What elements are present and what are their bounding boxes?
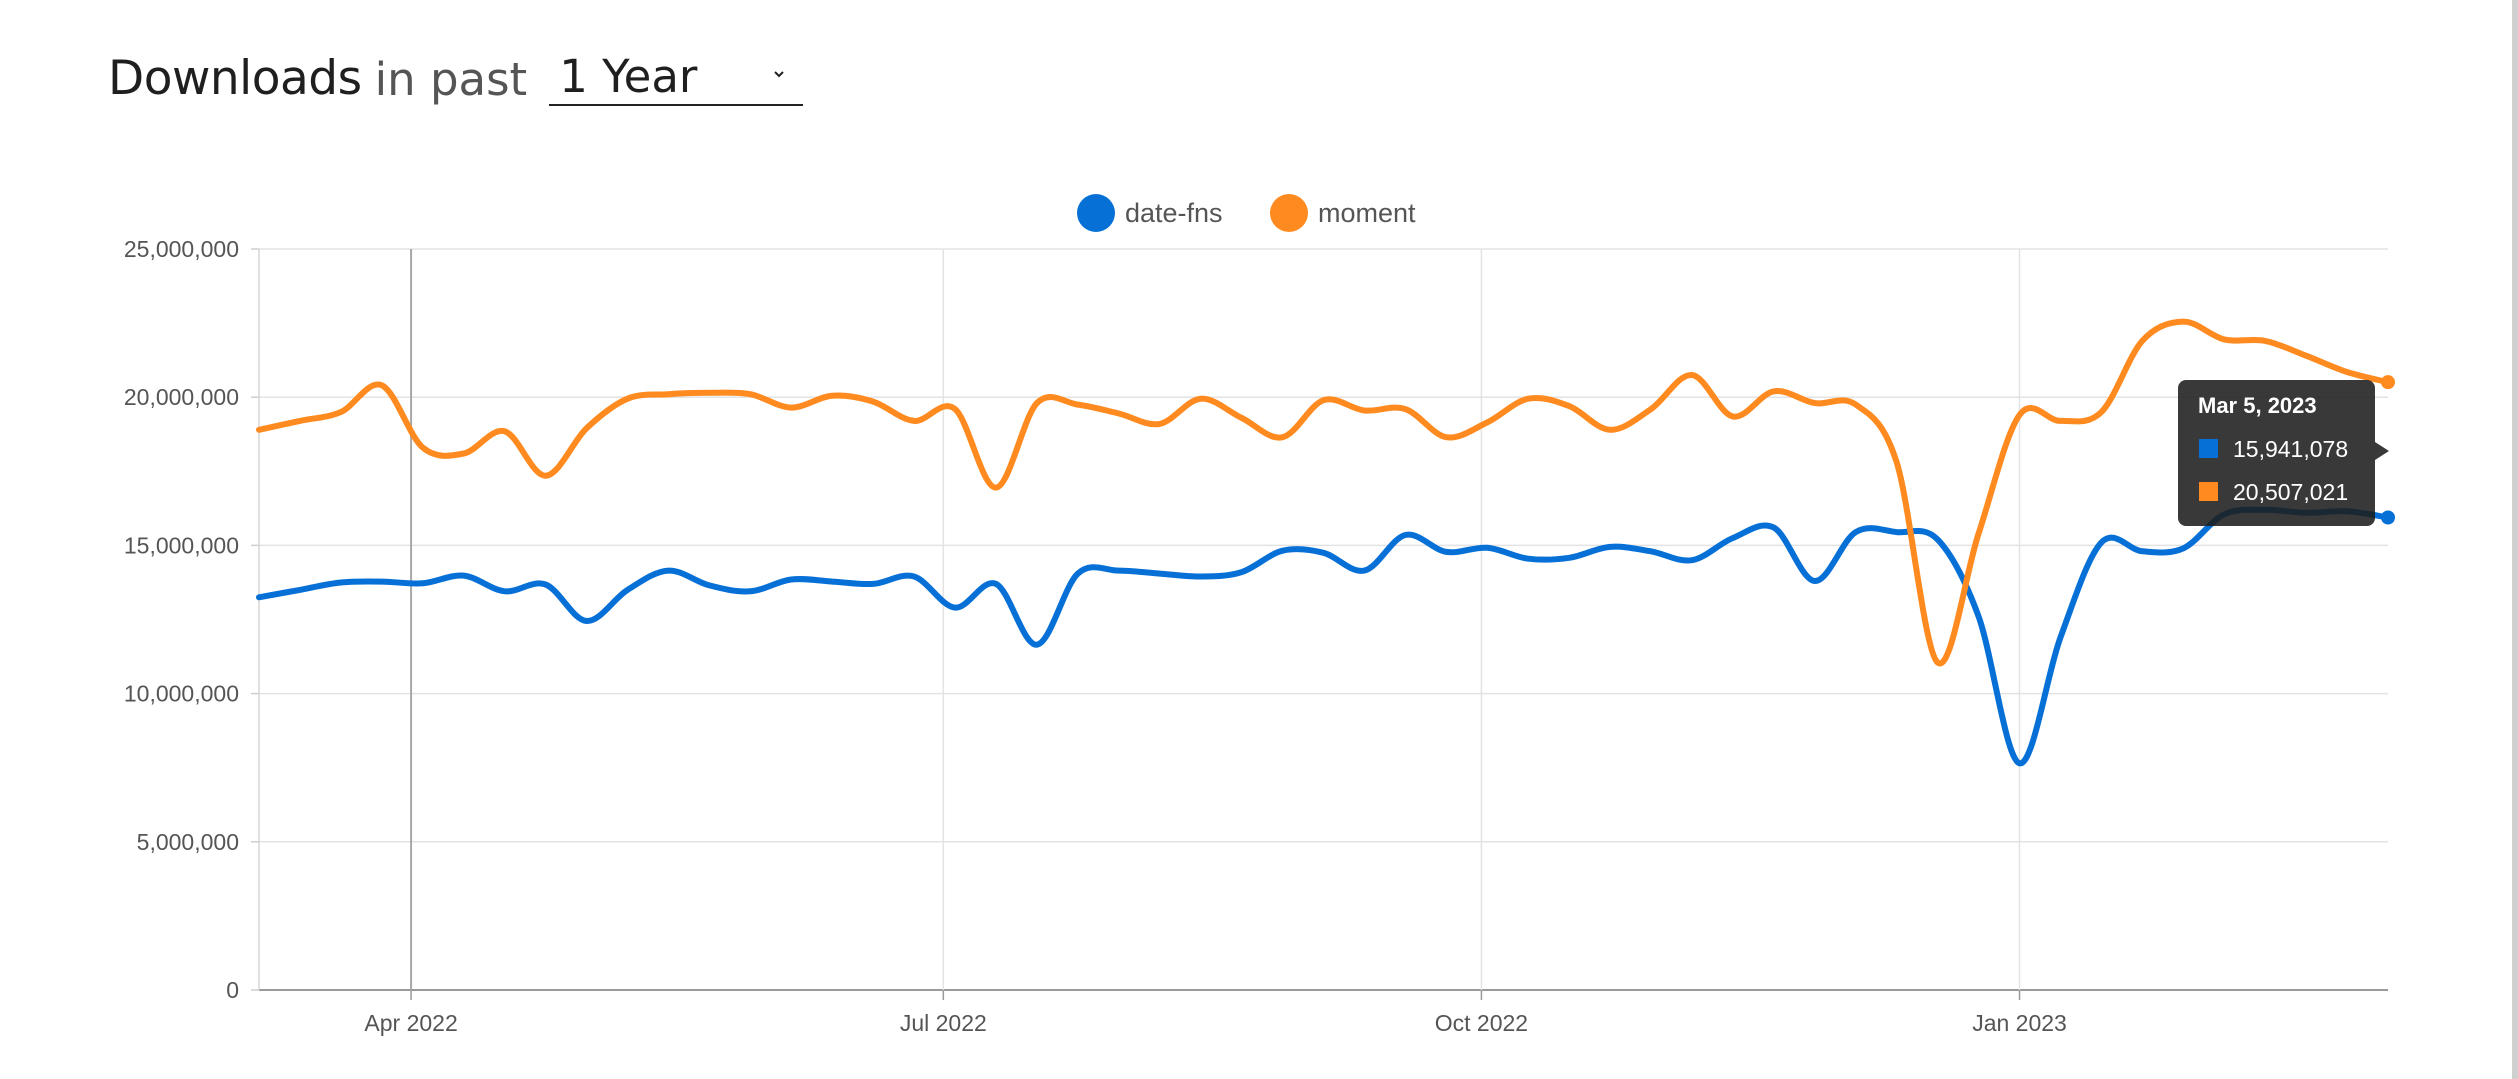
chevron-down-icon [774, 71, 784, 78]
y-tick-label: 25,000,000 [124, 236, 239, 262]
y-tick-label: 10,000,000 [124, 681, 239, 707]
legend-label-date-fns: date-fns [1125, 198, 1223, 228]
tooltip-value-moment: 20,507,021 [2233, 479, 2348, 505]
tooltip-box [2178, 380, 2375, 526]
series-end-point-date-fns [2381, 510, 2395, 525]
x-tick-label: Oct 2022 [1435, 1010, 1528, 1036]
chart-axes: 0 5,000,000 10,000,000 15,000,000 20,000,000… [124, 236, 2067, 1036]
legend-label-moment: moment [1318, 198, 1416, 228]
tooltip-date: Mar 5, 2023 [2198, 393, 2317, 418]
downloads-subtitle: in past [374, 53, 528, 106]
tooltip-pointer [2375, 442, 2389, 460]
y-tick-label: 5,000,000 [137, 829, 239, 855]
series-end-point-moment [2381, 375, 2395, 390]
x-tick-label: Apr 2022 [364, 1010, 457, 1036]
page-scrollbar[interactable] [2512, 0, 2518, 1079]
y-tick-label: 20,000,000 [124, 384, 239, 410]
tooltip-swatch-moment [2199, 482, 2218, 501]
series-line-date-fns [256, 506, 2391, 767]
x-tick-label: Jan 2023 [1972, 1010, 2067, 1036]
chart-series [256, 318, 2395, 767]
tooltip-swatch-date-fns [2199, 439, 2218, 458]
downloads-header: Downloads in past 1 Year [108, 42, 804, 106]
tooltip-value-date-fns: 15,941,078 [2233, 436, 2348, 462]
chart-legend: date-fns moment [1077, 194, 1416, 232]
y-tick-label: 0 [226, 977, 239, 1003]
legend-marker-moment [1270, 194, 1308, 232]
time-range-select[interactable]: 1 Year [549, 42, 804, 106]
chart-tooltip: Mar 5, 2023 15,941,078 20,507,021 [2178, 380, 2389, 526]
downloads-title: Downloads [108, 51, 362, 106]
x-tick-label: Jul 2022 [900, 1010, 987, 1036]
series-line-moment [256, 318, 2391, 667]
time-range-value: 1 Year [559, 50, 698, 103]
legend-marker-date-fns [1077, 194, 1115, 232]
y-tick-label: 15,000,000 [124, 532, 239, 558]
